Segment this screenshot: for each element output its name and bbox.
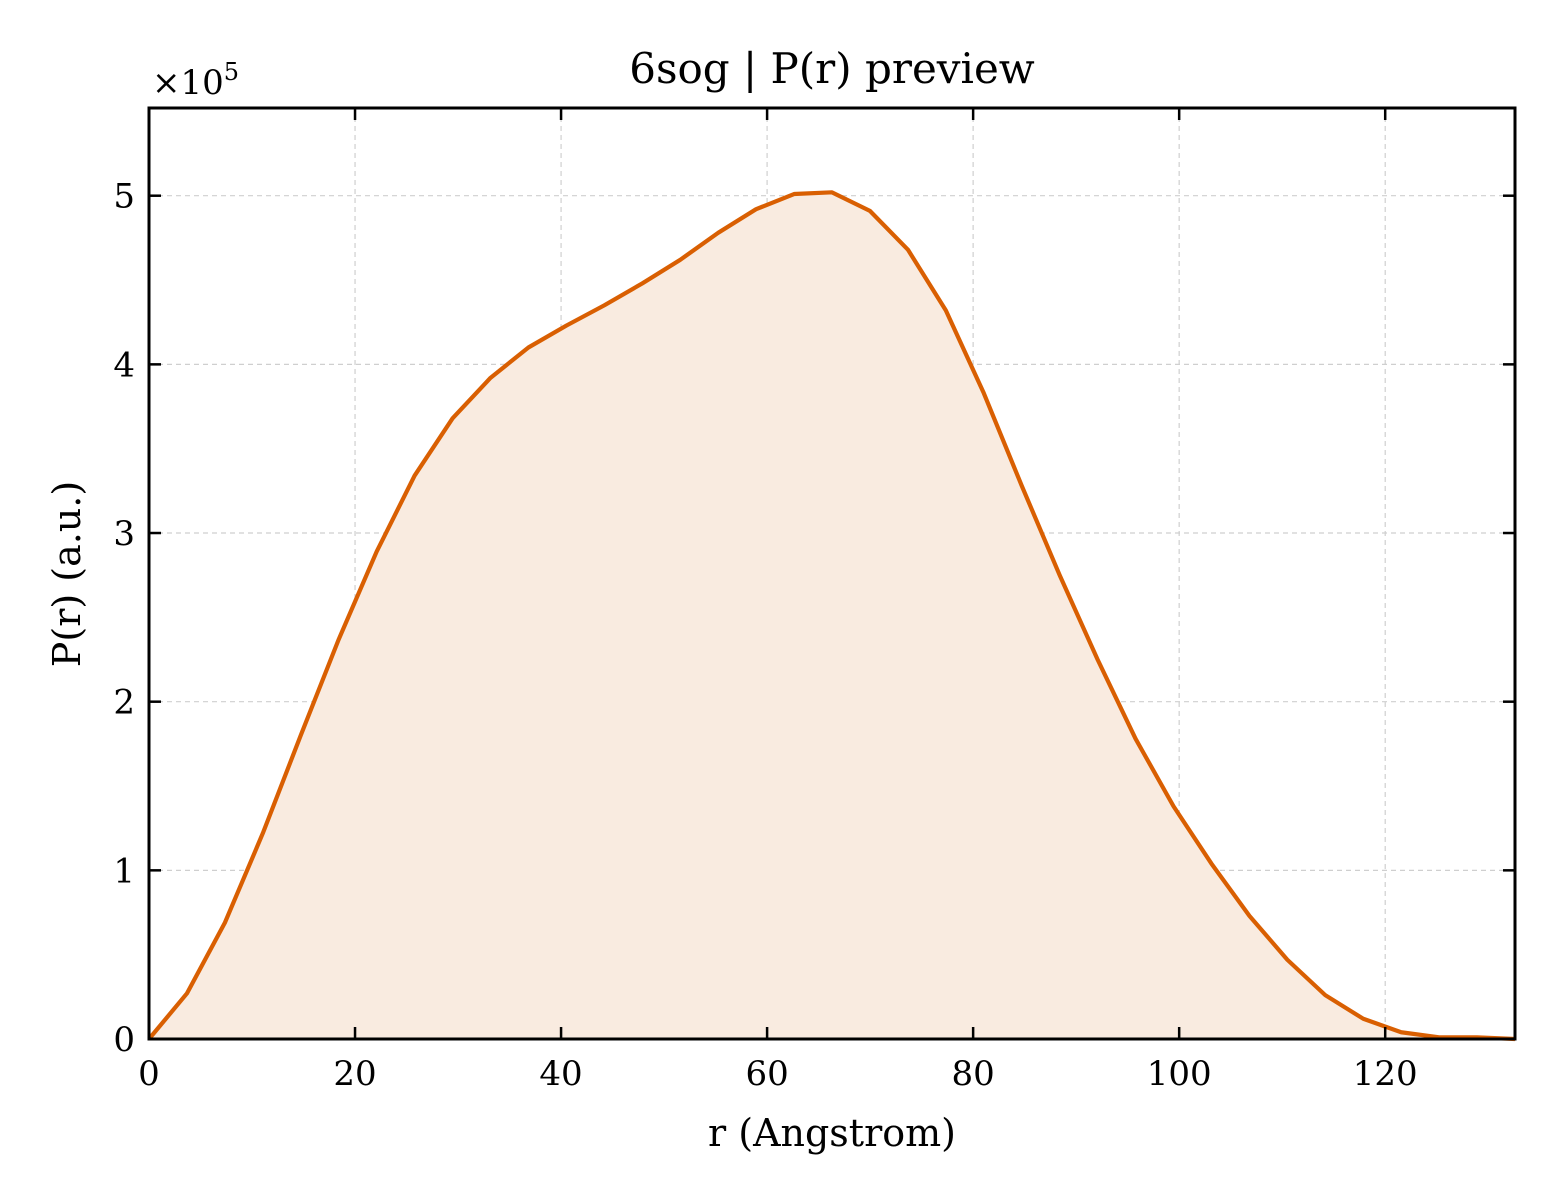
x-tick-label: 60: [745, 1054, 788, 1094]
x-axis-label: r (Angstrom): [708, 1111, 956, 1155]
y-tick-label: 3: [113, 514, 135, 554]
chart-title: 6sog | P(r) preview: [629, 44, 1035, 93]
plot-frame: [147, 106, 1517, 1041]
y-tick-label: 0: [113, 1020, 135, 1060]
x-tick-label: 120: [1353, 1054, 1418, 1094]
x-tick-label: 80: [951, 1054, 994, 1094]
x-tick-label: 20: [333, 1054, 376, 1094]
y-axis-multiplier: ×105: [152, 58, 239, 103]
y-tick-label: 5: [113, 177, 135, 217]
y-tick-label: 2: [113, 683, 135, 723]
pr-series-line: [147, 190, 1516, 1042]
x-tick-label: 100: [1147, 1054, 1212, 1094]
axis-ticks: [147, 108, 1515, 1041]
axis-tick-labels: 0 20 40 60 80 100 120 0 1 2 3 4 5: [113, 177, 1417, 1094]
y-axis-label: P(r) (a.u.): [45, 481, 89, 667]
pr-area-fill: [149, 192, 1515, 1039]
y-tick-label: 4: [113, 345, 135, 385]
x-tick-label: 40: [539, 1054, 582, 1094]
y-tick-label: 1: [113, 851, 135, 891]
x-tick-label: 0: [138, 1054, 160, 1094]
